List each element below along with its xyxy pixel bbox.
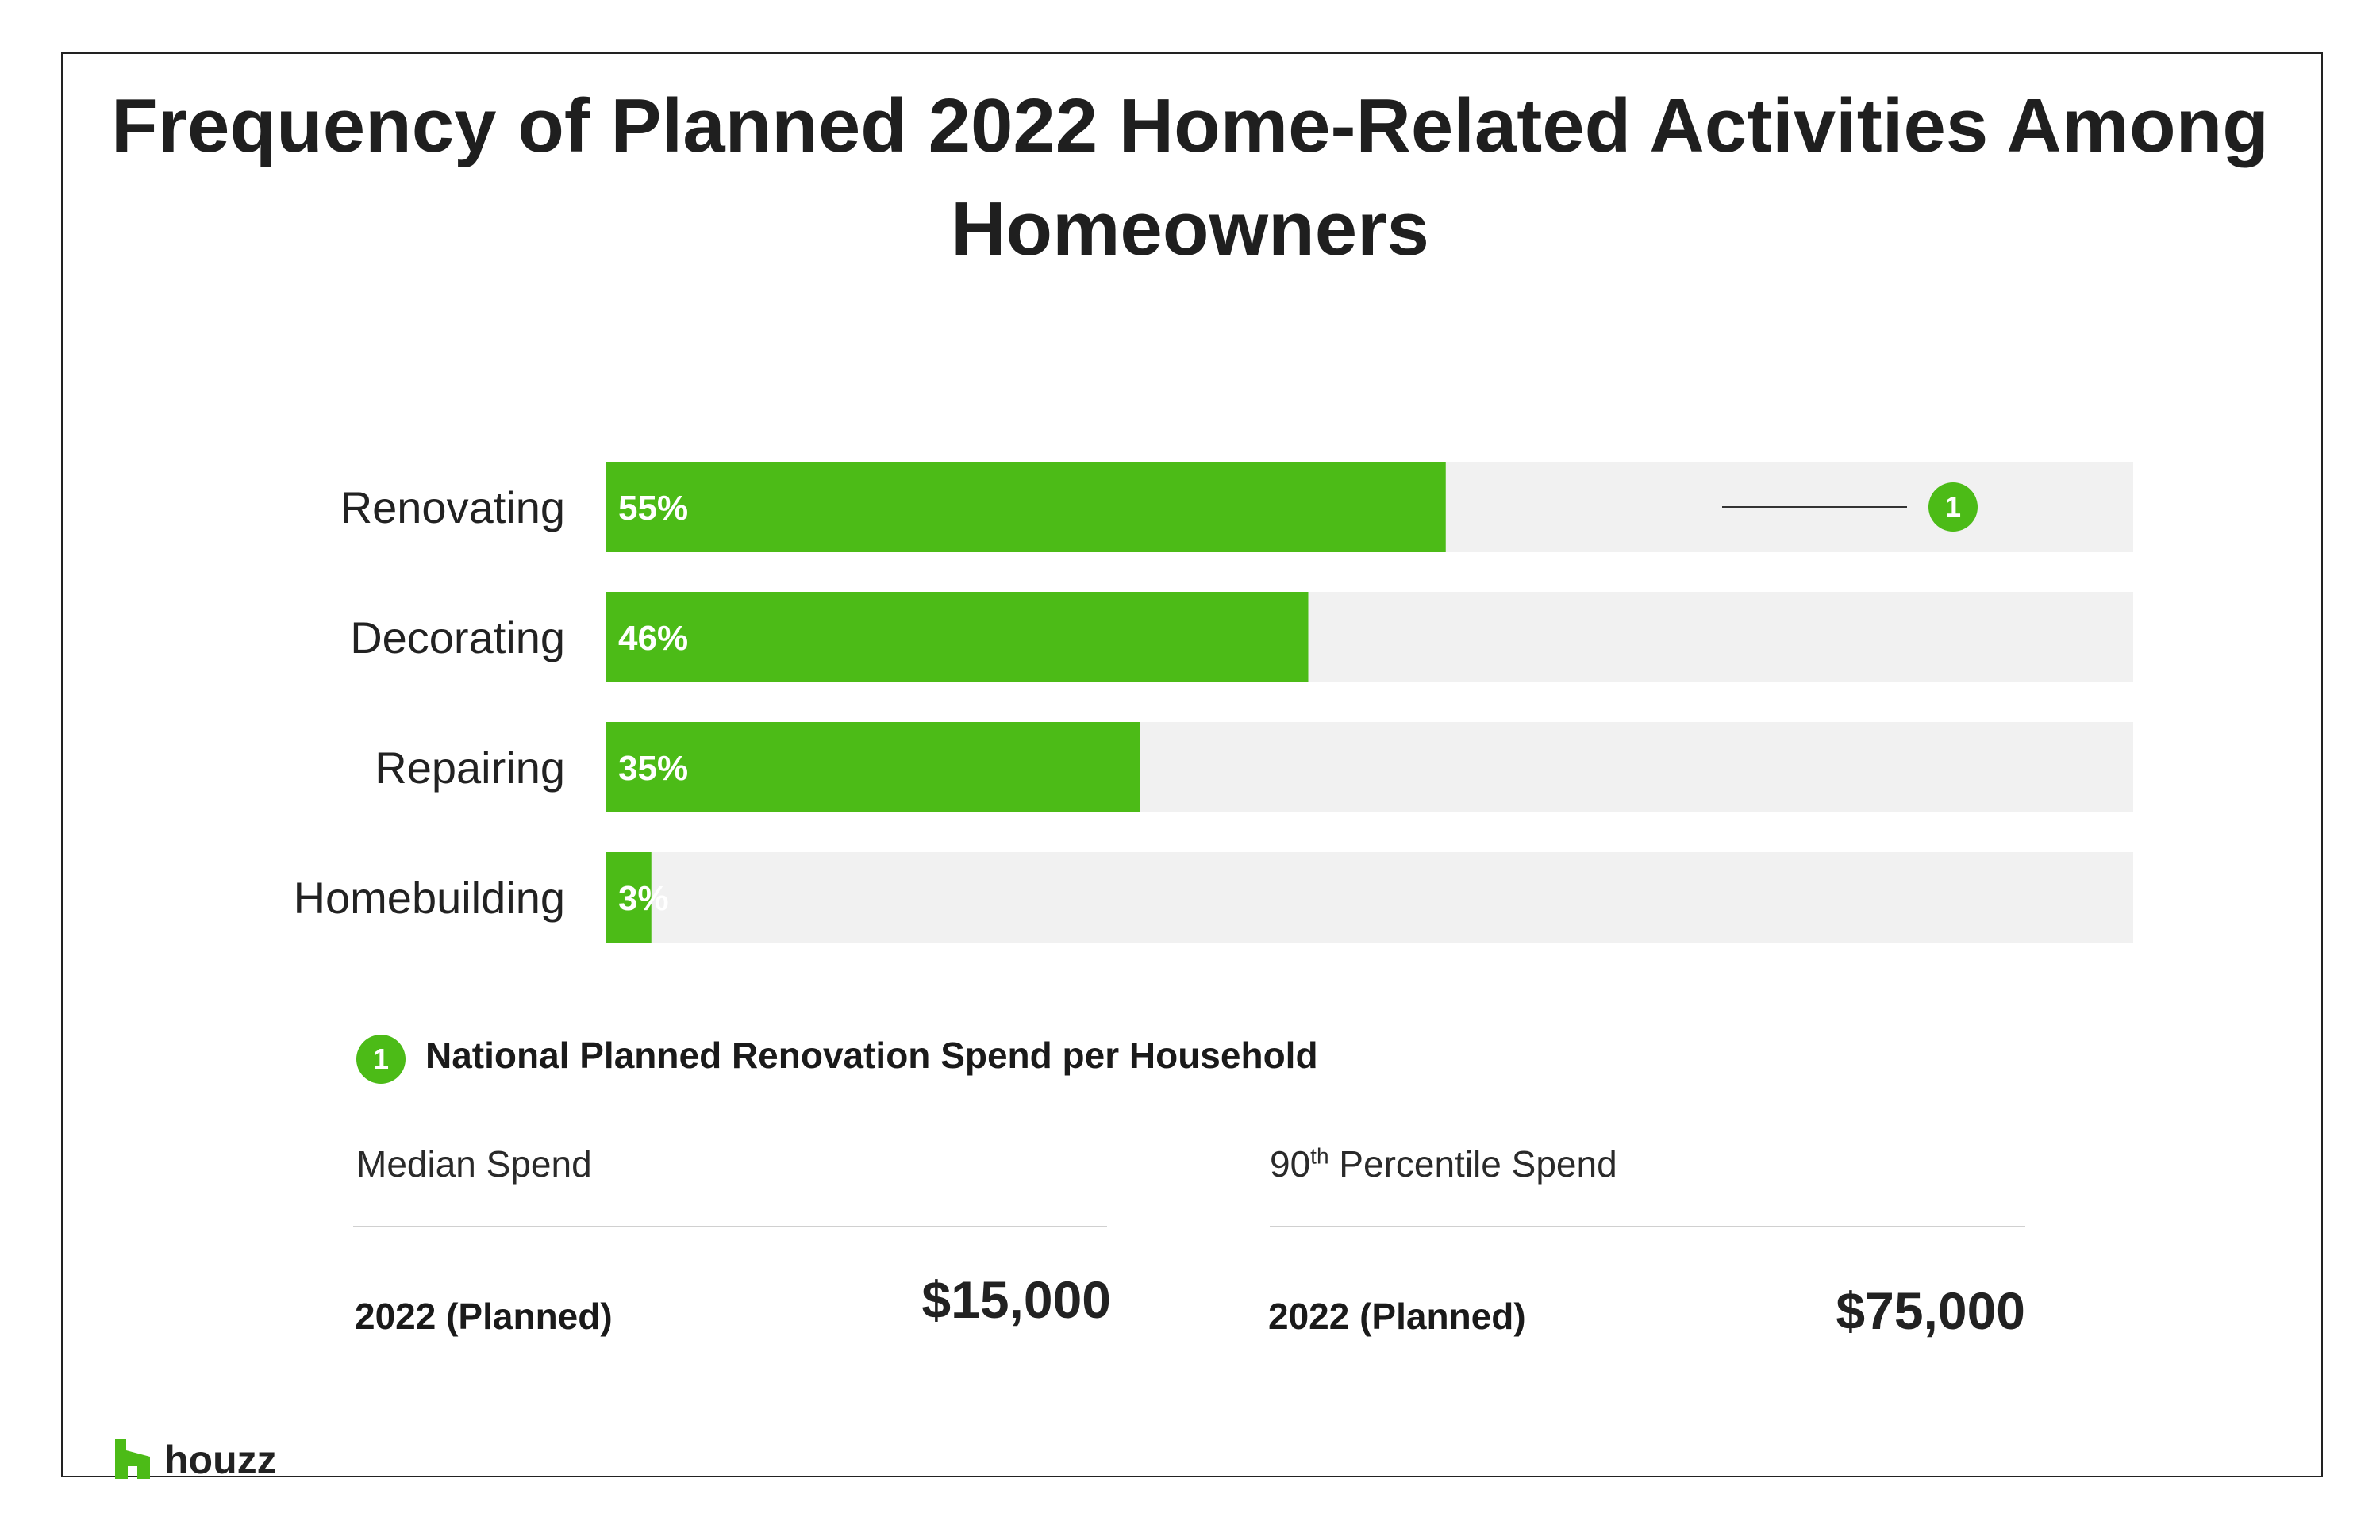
median-row-label: 2022 (Planned) (355, 1296, 613, 1337)
value-label-renovating: 55% (618, 489, 688, 528)
category-label-homebuilding: Homebuilding (294, 873, 565, 923)
median-divider (353, 1226, 1107, 1227)
value-label-repairing: 35% (618, 749, 688, 788)
brand-name: houzz (164, 1438, 277, 1482)
legend-marker-badge: 1 (356, 1035, 406, 1084)
percentile-divider (1270, 1226, 2025, 1227)
category-label-renovating: Renovating (340, 482, 565, 532)
bar-track-homebuilding (606, 852, 2133, 943)
value-label-homebuilding: 3% (618, 879, 669, 918)
bar-renovating (606, 462, 1446, 552)
percentile-superscript: th (1310, 1143, 1329, 1169)
category-label-repairing: Repairing (375, 743, 565, 793)
percentile-spend-value: $75,000 (1836, 1281, 2025, 1340)
percentile-row-label: 2022 (Planned) (1268, 1296, 1526, 1337)
annotation-marker-badge: 1 (1928, 482, 1978, 532)
legend-title: National Planned Renovation Spend per Ho… (425, 1035, 1318, 1076)
value-label-decorating: 46% (618, 619, 688, 658)
median-spend-value: $15,000 (921, 1270, 1111, 1329)
chart-title: Frequency of Planned 2022 Home-Related A… (111, 83, 2269, 271)
percentile-heading-rest: Percentile Spend (1328, 1143, 1617, 1185)
percentile-number: 90 (1270, 1143, 1311, 1185)
category-label-decorating: Decorating (350, 613, 565, 662)
bar-decorating (606, 592, 1309, 682)
bar-repairing (606, 722, 1140, 812)
bar-homebuilding (606, 852, 652, 943)
median-spend-heading: Median Spend (356, 1143, 592, 1185)
percentile-spend-heading: 90th Percentile Spend (1270, 1143, 1617, 1185)
houzz-house-icon (115, 1439, 150, 1479)
